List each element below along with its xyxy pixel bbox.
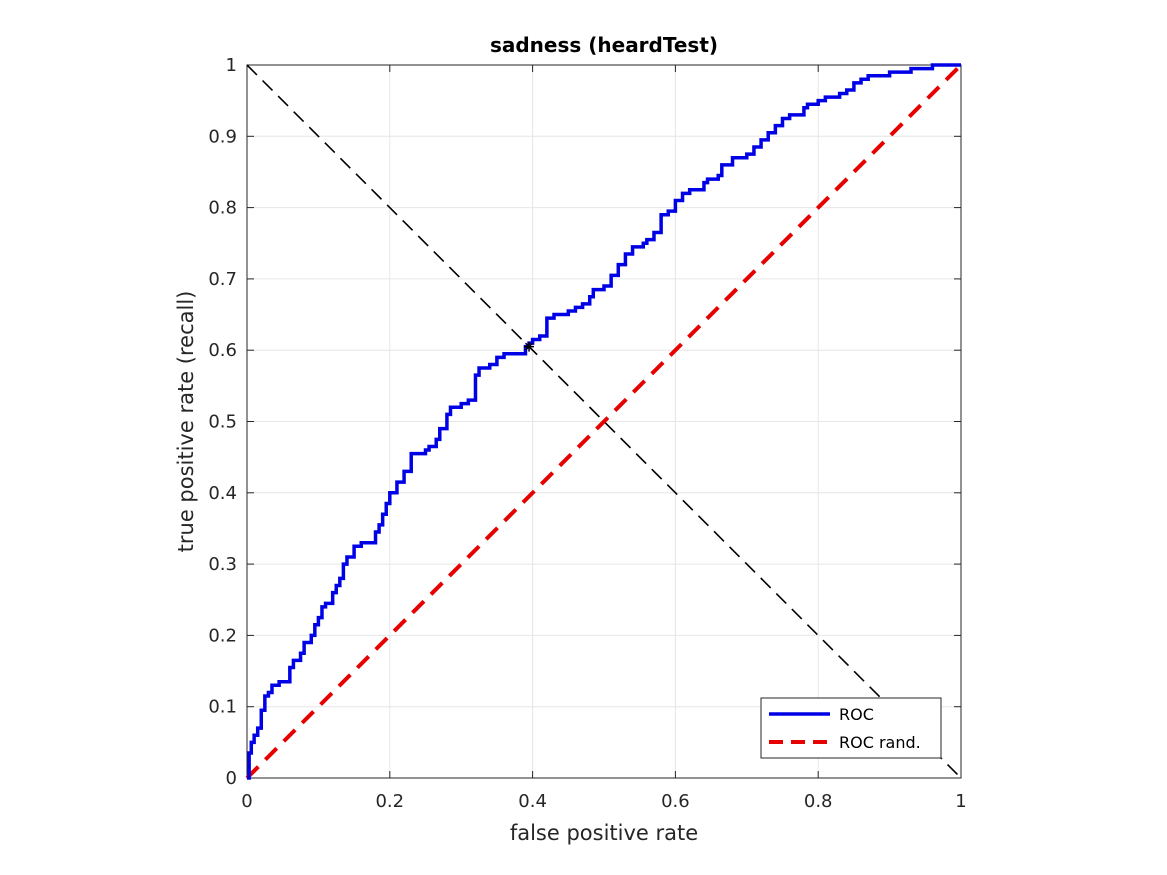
y-tick-label: 0.2 [208, 625, 237, 646]
y-tick-label: 0 [226, 768, 237, 789]
marker-stroke [524, 342, 534, 351]
x-tick-label: 0.4 [518, 791, 547, 812]
plot-area [245, 63, 963, 780]
y-tick-label: 0.3 [208, 554, 237, 575]
x-tick-label: 0.2 [375, 791, 404, 812]
y-tick-label: 0.1 [208, 697, 237, 718]
y-tick-label: 0.8 [208, 198, 237, 219]
reference-diagonal-line [246, 64, 962, 779]
y-axis-label: true positive rate (recall) [174, 291, 198, 553]
x-tick-label: 1 [955, 791, 966, 812]
y-tick-label: 0.6 [208, 340, 237, 361]
y-tick-label: 0.7 [208, 269, 237, 290]
x-tick-label: 0.6 [661, 791, 690, 812]
series-roc-rand-line [245, 63, 963, 780]
legend-label-roc-rand: ROC rand. [839, 733, 921, 752]
y-tick-label: 1 [226, 55, 237, 76]
legend-label-roc: ROC [839, 705, 874, 724]
y-tick-label: 0.4 [208, 483, 237, 504]
y-tick-label: 0.5 [208, 412, 237, 433]
chart-title: sadness (heardTest) [490, 33, 718, 57]
legend-box [760, 697, 942, 759]
x-axis-label: false positive rate [510, 821, 698, 845]
series-roc-line [247, 63, 961, 780]
tick-marks: 0 0.2 0.4 0.6 0.8 1 0 0.1 0.2 0.3 0.4 0.5 0.6 0.7 0.8 0… [208, 55, 966, 812]
x-tick-label: 0.8 [804, 791, 833, 812]
legend: ROC ROC rand. [760, 697, 942, 759]
y-tick-label: 0.9 [208, 126, 237, 147]
operating-point-marker [524, 341, 535, 352]
x-tick-label: 0 [241, 791, 252, 812]
